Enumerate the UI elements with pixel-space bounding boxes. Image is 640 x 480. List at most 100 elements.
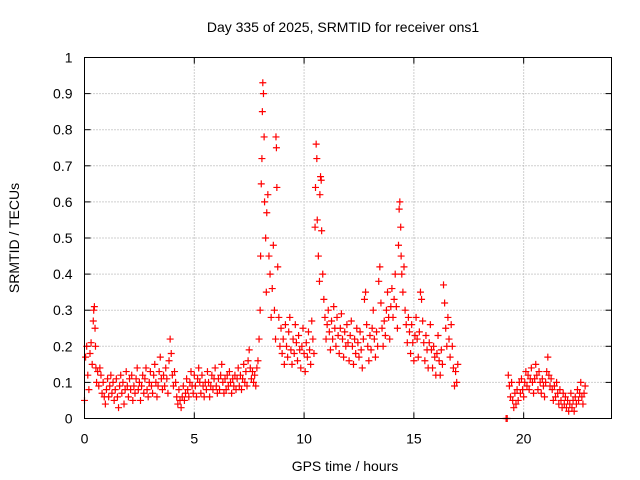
data-point bbox=[408, 321, 416, 329]
data-point bbox=[337, 310, 345, 318]
data-point bbox=[163, 375, 171, 383]
data-point bbox=[219, 378, 227, 386]
data-point bbox=[527, 364, 535, 372]
x-axis-ticks: 0 5 10 15 20 bbox=[81, 57, 532, 447]
data-point bbox=[185, 393, 193, 401]
data-point bbox=[323, 321, 331, 329]
data-point bbox=[228, 389, 236, 397]
data-point bbox=[268, 285, 276, 293]
data-point bbox=[404, 313, 412, 321]
data-point bbox=[158, 386, 166, 394]
data-point bbox=[397, 223, 405, 231]
data-point bbox=[179, 382, 187, 390]
data-point bbox=[174, 400, 182, 408]
data-point bbox=[543, 368, 551, 376]
data-point bbox=[138, 382, 146, 390]
data-point bbox=[316, 191, 324, 199]
data-point bbox=[452, 368, 460, 376]
y-tick-label: 0.6 bbox=[53, 194, 73, 210]
data-point bbox=[342, 342, 350, 350]
data-points bbox=[81, 79, 589, 422]
data-point bbox=[362, 288, 370, 296]
data-point bbox=[241, 378, 249, 386]
data-point bbox=[104, 375, 112, 383]
data-point bbox=[155, 368, 163, 376]
data-point bbox=[119, 378, 127, 386]
data-point bbox=[105, 393, 113, 401]
data-point bbox=[286, 313, 294, 321]
data-point bbox=[436, 371, 444, 379]
data-point bbox=[258, 108, 266, 116]
data-point bbox=[320, 295, 328, 303]
data-point bbox=[143, 386, 151, 394]
data-point bbox=[127, 386, 135, 394]
data-point bbox=[532, 360, 540, 368]
data-point bbox=[411, 331, 419, 339]
data-point bbox=[169, 382, 177, 390]
data-point bbox=[351, 335, 359, 343]
data-point bbox=[332, 342, 340, 350]
data-point bbox=[395, 241, 403, 249]
data-point bbox=[235, 382, 243, 390]
data-point bbox=[516, 389, 524, 397]
data-point bbox=[298, 342, 306, 350]
data-point bbox=[160, 371, 168, 379]
data-point bbox=[300, 350, 308, 358]
data-point bbox=[296, 346, 304, 354]
data-point bbox=[348, 342, 356, 350]
data-point bbox=[252, 382, 260, 390]
data-point bbox=[87, 339, 95, 347]
data-point bbox=[371, 353, 379, 361]
data-point bbox=[151, 360, 159, 368]
y-tick-label: 0.2 bbox=[53, 338, 73, 354]
data-point bbox=[156, 353, 164, 361]
data-point bbox=[399, 288, 407, 296]
data-point bbox=[86, 350, 94, 358]
data-point bbox=[293, 357, 301, 365]
data-point bbox=[85, 386, 93, 394]
data-point bbox=[274, 263, 282, 271]
data-point bbox=[392, 303, 400, 311]
data-point bbox=[577, 378, 585, 386]
data-point bbox=[367, 346, 375, 354]
data-point bbox=[541, 393, 549, 401]
data-point bbox=[539, 382, 547, 390]
data-point bbox=[102, 386, 110, 394]
data-point bbox=[113, 393, 121, 401]
data-point bbox=[427, 346, 435, 354]
data-point bbox=[324, 306, 332, 314]
data-point bbox=[189, 389, 197, 397]
data-point bbox=[190, 371, 198, 379]
data-point bbox=[415, 328, 423, 336]
data-point bbox=[263, 209, 271, 217]
data-point bbox=[400, 263, 408, 271]
data-point bbox=[409, 339, 417, 347]
data-point bbox=[135, 378, 143, 386]
data-point bbox=[256, 306, 264, 314]
data-point bbox=[349, 360, 357, 368]
x-tick-label: 20 bbox=[516, 431, 532, 447]
data-point bbox=[199, 382, 207, 390]
data-point bbox=[419, 317, 427, 325]
data-point bbox=[396, 198, 404, 206]
data-point bbox=[283, 342, 291, 350]
data-point bbox=[269, 241, 277, 249]
data-point bbox=[301, 368, 309, 376]
data-point bbox=[397, 252, 405, 260]
data-point bbox=[115, 404, 123, 412]
data-point bbox=[352, 350, 360, 358]
data-point bbox=[202, 386, 210, 394]
data-point bbox=[133, 364, 141, 372]
data-point bbox=[291, 321, 299, 329]
data-point bbox=[365, 357, 373, 365]
data-point bbox=[309, 335, 317, 343]
data-point bbox=[205, 378, 213, 386]
data-point bbox=[314, 252, 322, 260]
data-point bbox=[245, 346, 253, 354]
data-point bbox=[220, 389, 228, 397]
data-point bbox=[566, 400, 574, 408]
data-point bbox=[152, 378, 160, 386]
data-point bbox=[260, 133, 268, 141]
data-point bbox=[297, 364, 305, 372]
